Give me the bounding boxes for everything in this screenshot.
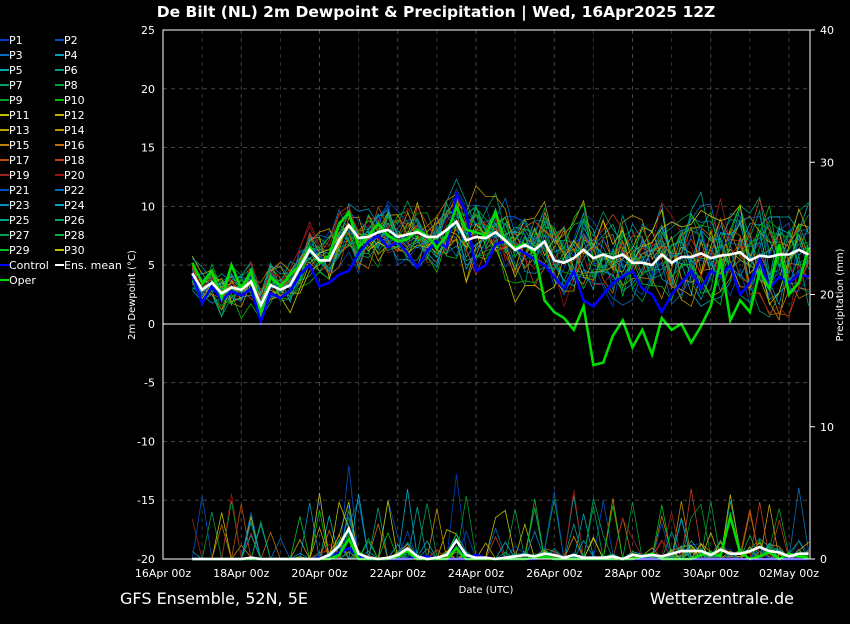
legend-label: P27 — [9, 229, 30, 242]
footer-source: Wetterzentrale.de — [650, 589, 794, 608]
legend-label: P9 — [9, 94, 23, 107]
y-tick-label: 20 — [141, 83, 155, 96]
y2-tick-label: 10 — [820, 421, 834, 434]
x-tick-label: 24Apr 00z — [448, 567, 505, 580]
legend-label: P8 — [64, 79, 78, 92]
oper-dewpoint-line — [191, 202, 810, 367]
y-tick-label: 15 — [141, 142, 155, 155]
footer-model: GFS Ensemble, 52N, 5E — [120, 589, 308, 608]
y2-tick-label: 20 — [820, 289, 834, 302]
legend-label: P28 — [64, 229, 85, 242]
y2-tick-label: 30 — [820, 156, 834, 169]
x-tick-label: 30Apr 00z — [683, 567, 740, 580]
y-tick-label: 25 — [141, 24, 155, 37]
y2-tick-label: 40 — [820, 24, 834, 37]
y-tick-label: 10 — [141, 200, 155, 213]
legend-label: Control — [9, 259, 49, 272]
control-dewpoint-line — [191, 190, 809, 326]
x-tick-label: 26Apr 00z — [526, 567, 583, 580]
legend-label: P17 — [9, 154, 30, 167]
member-dewpoint-line-P26 — [191, 206, 809, 304]
ens-mean-dewpoint-line — [191, 219, 810, 309]
member-dewpoint-line-P27 — [191, 200, 809, 320]
x-tick-label: 02May 00z — [759, 567, 819, 580]
legend-label: P16 — [64, 139, 85, 152]
x-tick-label: 16Apr 00z — [135, 567, 192, 580]
legend-label: P24 — [64, 199, 85, 212]
legend-label: P4 — [64, 49, 78, 62]
legend-label: P10 — [64, 94, 85, 107]
legend-label: P3 — [9, 49, 23, 62]
legend-label: P13 — [9, 124, 30, 137]
x-axis-label: Date (UTC) — [459, 585, 514, 596]
x-tick-label: 18Apr 00z — [213, 567, 270, 580]
legend-label: P11 — [9, 109, 30, 122]
y2-axis-label: Precipitation (mm) — [835, 248, 846, 341]
y-tick-label: -5 — [144, 377, 155, 390]
member-precip-line-P2 — [192, 465, 809, 560]
legend-label: P15 — [9, 139, 30, 152]
legend-label: P25 — [9, 214, 30, 227]
legend-label: P21 — [9, 184, 30, 197]
legend-label: P14 — [64, 124, 85, 137]
x-tick-label: 20Apr 00z — [291, 567, 348, 580]
y-tick-label: -20 — [137, 553, 155, 566]
legend-label: P1 — [9, 34, 23, 47]
legend-label: P6 — [64, 64, 78, 77]
legend-label: P7 — [9, 79, 23, 92]
y2-tick-label: 0 — [820, 553, 827, 566]
legend-label: P23 — [9, 199, 30, 212]
legend-label: P2 — [64, 34, 78, 47]
legend-label: P18 — [64, 154, 85, 167]
legend-label: P20 — [64, 169, 85, 182]
y-tick-label: -10 — [137, 435, 155, 448]
legend-label: P12 — [64, 109, 85, 122]
member-dewpoint-line-P29 — [192, 202, 809, 320]
axes: 25 20 15 10 5 0 -5 -10 -15 -20 40 30 20 10 0 16Apr 00z 1… — [135, 24, 834, 580]
y-axis-label: 2m Dewpoint (°C) — [127, 250, 138, 340]
legend: P1 P2 P3 P4 P5 P6 P7 P8 P9 P10 P11 P12 P13 P14 P15 P16 P… — [0, 34, 122, 287]
legend-label: P5 — [9, 64, 23, 77]
legend-label: P29 — [9, 244, 30, 257]
x-tick-label: 28Apr 00z — [604, 567, 661, 580]
legend-label: Oper — [9, 274, 36, 287]
legend-label: P19 — [9, 169, 30, 182]
chart-title: De Bilt (NL) 2m Dewpoint & Precipitation… — [157, 3, 716, 22]
legend-label: Ens. mean — [64, 259, 122, 272]
y-tick-label: -15 — [137, 494, 155, 507]
legend-label: P26 — [64, 214, 85, 227]
legend-label: P30 — [64, 244, 85, 257]
member-dewpoint-line-P30 — [191, 204, 809, 315]
legend-label: P22 — [64, 184, 85, 197]
y-tick-label: 5 — [148, 259, 155, 272]
x-tick-label: 22Apr 00z — [370, 567, 427, 580]
y-tick-label: 0 — [148, 318, 155, 331]
